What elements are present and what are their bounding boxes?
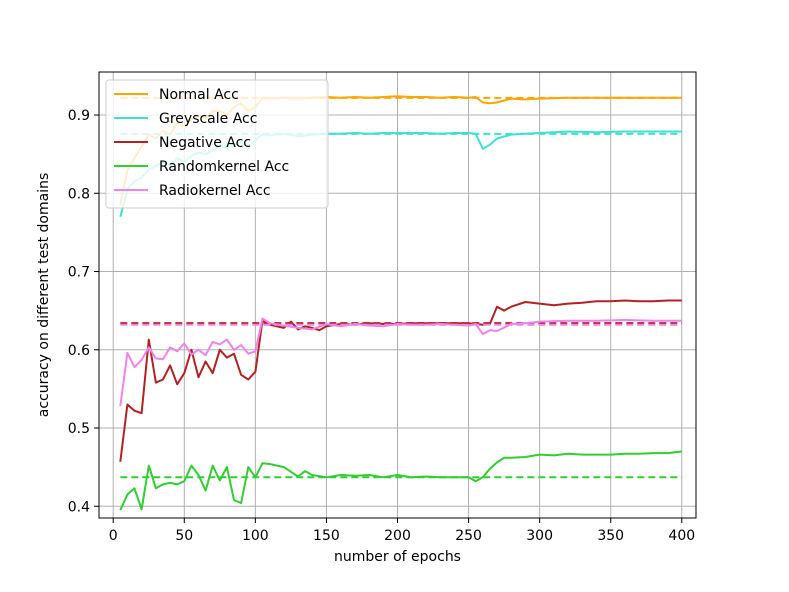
x-tick-label: 200 bbox=[384, 528, 411, 544]
axis-ticks: 0 50 100 150 200 250 300 350 400 0.4 0.5 0.6 0.7 0.8 0… bbox=[68, 108, 695, 544]
x-tick-label: 350 bbox=[597, 528, 624, 544]
legend: Normal Acc Greyscale Acc Negative Acc Rando… bbox=[105, 79, 329, 209]
legend-label-normal-acc: Normal Acc bbox=[159, 87, 239, 103]
y-tick-label: 0.5 bbox=[68, 421, 90, 437]
y-axis-label: accuracy on different test domains bbox=[36, 173, 52, 417]
y-tick-label: 0.8 bbox=[68, 186, 90, 202]
legend-label-radiokernel-acc: Radiokernel Acc bbox=[159, 183, 271, 199]
negative-acc-line bbox=[119, 299, 682, 462]
legend-label-negative-acc: Negative Acc bbox=[159, 135, 251, 151]
legend-label-greyscale-acc: Greyscale Acc bbox=[159, 111, 257, 127]
x-tick-label: 0 bbox=[109, 528, 118, 544]
y-tick-label: 0.6 bbox=[68, 343, 90, 359]
x-tick-label: 150 bbox=[313, 528, 340, 544]
x-tick-label: 100 bbox=[242, 528, 269, 544]
legend-box bbox=[105, 79, 329, 209]
x-tick-label: 300 bbox=[526, 528, 553, 544]
x-axis-label: number of epochs bbox=[334, 549, 461, 565]
randomkernel-acc-line bbox=[119, 450, 682, 511]
x-tick-label: 400 bbox=[668, 528, 695, 544]
radiokernel-acc-line bbox=[119, 317, 682, 407]
y-tick-label: 0.4 bbox=[68, 499, 90, 515]
y-tick-label: 0.7 bbox=[68, 265, 90, 281]
y-tick-label: 0.9 bbox=[68, 108, 90, 124]
x-tick-label: 250 bbox=[455, 528, 482, 544]
legend-label-randomkernel-acc: Randomkernel Acc bbox=[159, 159, 289, 175]
x-tick-label: 50 bbox=[175, 528, 193, 544]
